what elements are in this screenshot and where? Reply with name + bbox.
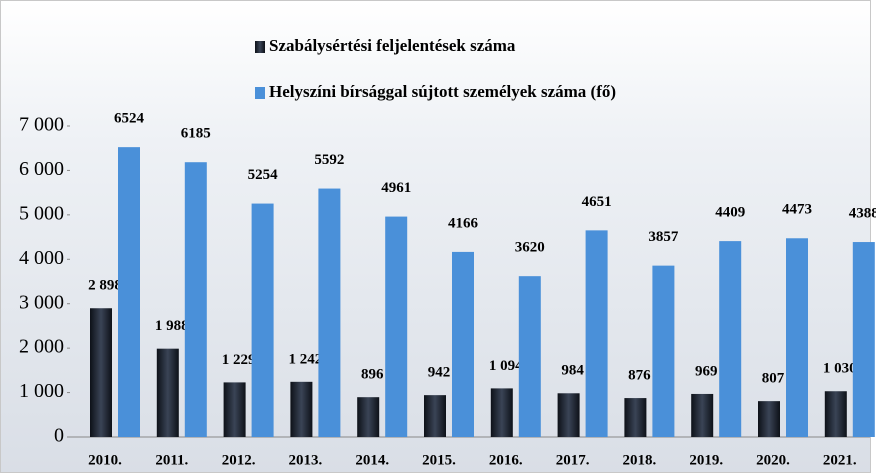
bar	[786, 238, 808, 437]
x-tick-label: 2011.	[155, 452, 188, 468]
bar	[290, 381, 313, 437]
bar	[318, 188, 341, 437]
data-label: 4651	[582, 194, 612, 210]
data-label: 1 242	[289, 351, 323, 367]
bar	[251, 203, 274, 437]
x-tick-label: 2013.	[289, 452, 323, 468]
data-label: 6524	[114, 111, 145, 127]
data-label: 4961	[381, 180, 411, 196]
data-label: 1 988	[155, 318, 189, 334]
y-tick-label: 7 000	[19, 114, 64, 136]
x-tick-label: 2010.	[88, 452, 122, 468]
bar	[557, 393, 580, 437]
data-label: 5592	[314, 152, 344, 168]
y-tick-label: 3 000	[19, 291, 64, 313]
bar	[585, 230, 608, 437]
legend-marker	[255, 41, 265, 53]
y-tick-label: 4 000	[19, 247, 64, 269]
bar	[518, 276, 541, 437]
x-tick-label: 2021.	[823, 452, 857, 468]
bar	[852, 242, 875, 437]
x-tick-label: 2020.	[756, 452, 790, 468]
x-tick-label: 2019.	[689, 452, 723, 468]
bar	[90, 308, 112, 437]
legend-marker	[255, 87, 265, 99]
data-label: 896	[361, 367, 384, 383]
data-label: 4409	[715, 205, 745, 221]
x-tick-label: 2017.	[556, 452, 590, 468]
bar	[184, 162, 207, 437]
data-label: 6185	[181, 126, 211, 142]
y-tick-label: 5 000	[19, 202, 64, 224]
y-tick-label: 1 000	[19, 380, 64, 402]
bar	[719, 241, 742, 437]
y-tick-label: 6 000	[19, 158, 64, 180]
bar	[652, 265, 675, 437]
data-label: 807	[762, 371, 785, 387]
y-tick-label: 2 000	[19, 336, 64, 358]
data-label: 4388	[849, 205, 876, 221]
data-label: 1 229	[222, 352, 256, 368]
bar	[357, 397, 380, 437]
x-tick-label: 2016.	[489, 452, 523, 468]
bar	[490, 388, 513, 437]
legend-label: Helyszíni bírsággal sújtott személyek sz…	[269, 82, 616, 101]
data-label: 3857	[648, 229, 679, 245]
data-label: 4166	[448, 215, 479, 231]
data-label: 984	[561, 363, 584, 379]
bar	[223, 382, 246, 437]
x-tick-label: 2012.	[222, 452, 256, 468]
legend-label: Szabálysértési feljelentések száma	[269, 36, 516, 55]
bar	[118, 147, 140, 437]
bar	[156, 348, 179, 437]
data-label: 942	[428, 365, 451, 381]
bar	[758, 401, 780, 437]
y-tick-label: 0	[54, 425, 64, 447]
x-tick-label: 2015.	[422, 452, 456, 468]
data-label: 2 898	[88, 278, 122, 294]
data-label: 1 094	[489, 358, 523, 374]
x-tick-label: 2018.	[623, 452, 657, 468]
data-label: 3620	[515, 240, 545, 256]
data-label: 1 030	[823, 361, 857, 377]
bar	[624, 398, 647, 437]
data-label: 876	[628, 368, 651, 384]
bar	[824, 391, 847, 437]
data-label: 969	[695, 363, 718, 379]
x-tick-label: 2014.	[355, 452, 389, 468]
bar	[424, 395, 446, 437]
bar	[385, 216, 408, 437]
data-label: 4473	[782, 202, 812, 218]
bar	[452, 251, 474, 437]
bar	[691, 393, 714, 437]
data-label: 5254	[248, 167, 279, 183]
